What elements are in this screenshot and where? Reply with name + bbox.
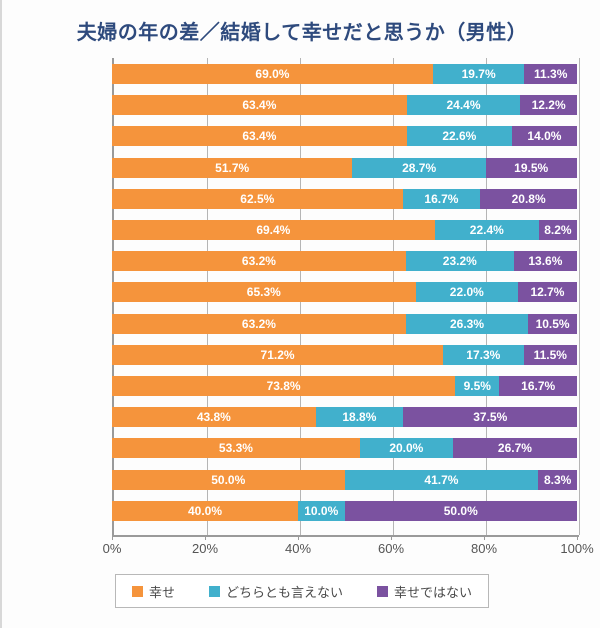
bar-segment-happy: 63.2% — [112, 313, 406, 334]
legend-label: 幸せ — [148, 584, 175, 600]
bar-row: 69.0% 19.7% 11.3% — [112, 64, 577, 84]
bar-segment-unhappy: 11.5% — [523, 344, 577, 365]
bar-segment-happy: 69.0% — [112, 64, 433, 84]
legend-item[interactable]: 幸せではない — [377, 582, 472, 601]
bar-segment-neutral: 24.4% — [406, 95, 521, 116]
legend-label: どちらとも言えない — [225, 584, 343, 600]
bar-segment-happy: 63.4% — [112, 95, 407, 116]
x-axis-line — [112, 535, 579, 537]
bar-row: 43.8% 18.8% 37.5% — [112, 407, 578, 428]
bar-segment-happy: 62.5% — [112, 188, 403, 209]
bar-segment-happy: 53.3% — [112, 438, 360, 459]
bar-segment-neutral: 41.7% — [344, 469, 539, 490]
chart-legend: 幸せ どちらとも言えない 幸せではない — [115, 574, 489, 608]
bar-segment-happy: 73.8% — [112, 376, 456, 396]
bar-segment-neutral: 26.3% — [405, 313, 529, 334]
bar-segment-unhappy: 13.6% — [513, 251, 577, 272]
legend-label: 幸せではない — [394, 584, 473, 600]
bar-row: 73.8% 9.5% 16.7% — [112, 376, 577, 396]
legend-swatch-icon — [208, 585, 220, 597]
bar-segment-happy: 51.7% — [112, 157, 353, 178]
bar-segment-happy: 71.2% — [112, 344, 444, 365]
bar-segment-neutral: 18.8% — [315, 407, 404, 428]
x-axis-tick-label: 80% — [470, 541, 498, 556]
bar-segment-neutral: 22.6% — [406, 126, 512, 147]
bar-segment-happy: 63.4% — [112, 126, 407, 147]
bar-row: 40.0% 10.0% 50.0% — [112, 500, 577, 521]
bar-segment-happy: 63.2% — [112, 251, 406, 272]
bar-segment-unhappy: 12.7% — [517, 282, 577, 303]
legend-item[interactable]: どちらとも言えない — [208, 582, 343, 601]
bar-segment-happy: 50.0% — [112, 469, 345, 490]
bar-segment-unhappy: 10.5% — [528, 313, 577, 334]
bar-row: 50.0% 41.7% 8.3% — [112, 469, 577, 490]
bar-segment-neutral: 17.3% — [443, 344, 524, 365]
bar-segment-unhappy: 26.7% — [452, 438, 577, 459]
bar-segment-unhappy: 11.3% — [524, 64, 577, 84]
x-axis-tick-label: 40% — [284, 541, 312, 556]
bar-segment-neutral: 22.0% — [415, 282, 518, 303]
bar-segment-unhappy: 8.3% — [538, 469, 577, 490]
bar-segment-unhappy: 8.2% — [538, 220, 577, 240]
bar-segment-happy: 65.3% — [112, 282, 416, 303]
legend-item[interactable]: 幸せ — [131, 582, 175, 601]
bar-segment-unhappy: 16.7% — [499, 376, 577, 396]
bar-segment-happy: 40.0% — [112, 500, 298, 521]
bar-segment-neutral: 16.7% — [402, 188, 481, 209]
bar-segment-happy: 43.8% — [112, 407, 316, 428]
bar-row: 63.4% 22.6% 14.0% — [112, 126, 577, 147]
bar-segment-neutral: 10.0% — [298, 500, 345, 521]
bar-row: 63.2% 23.2% 13.6% — [112, 251, 577, 272]
x-axis-tick-label: 20% — [191, 541, 219, 556]
bar-segment-unhappy: 19.5% — [485, 157, 577, 178]
x-axis-tick — [298, 535, 299, 540]
bar-segment-unhappy: 50.0% — [344, 500, 577, 521]
legend-swatch-icon — [131, 585, 143, 597]
bar-row: 53.3% 20.0% 26.7% — [112, 438, 577, 459]
bar-segment-unhappy: 20.8% — [480, 188, 577, 209]
bar-segment-neutral: 23.2% — [405, 251, 514, 272]
bar-segment-unhappy: 37.5% — [403, 407, 578, 428]
bar-row: 63.2% 26.3% 10.5% — [112, 313, 577, 334]
x-axis-tick-label: 100% — [560, 541, 594, 556]
bar-segment-unhappy: 12.2% — [520, 95, 577, 116]
bar-segment-neutral: 9.5% — [455, 376, 500, 396]
bar-row: 63.4% 24.4% 12.2% — [112, 95, 577, 116]
legend-swatch-icon — [377, 585, 388, 597]
x-axis-tick — [484, 535, 485, 540]
x-axis-tick — [205, 535, 206, 540]
gridline — [579, 58, 580, 535]
x-axis-tick — [112, 535, 113, 540]
bar-row: 65.3% 22.0% 12.7% — [112, 282, 577, 303]
bar-segment-neutral: 20.0% — [359, 438, 453, 459]
x-axis-tick-label: 0% — [102, 541, 122, 556]
bar-segment-neutral: 19.7% — [432, 64, 525, 84]
x-axis-tick-label: 60% — [377, 541, 405, 556]
bar-segment-unhappy: 14.0% — [511, 126, 577, 147]
bar-row: 71.2% 17.3% 11.5% — [112, 344, 577, 365]
bar-row: 69.4% 22.4% 8.2% — [112, 220, 577, 240]
x-axis-tick — [577, 535, 578, 540]
bar-segment-neutral: 28.7% — [352, 157, 486, 178]
page-title: 夫婦の年の差／結婚して幸せだと思うか（男性） — [76, 22, 528, 44]
x-axis-tick — [391, 535, 392, 540]
bar-row: 62.5% 16.7% 20.8% — [112, 188, 577, 209]
bar-segment-neutral: 22.4% — [434, 220, 539, 240]
bar-row: 51.7% 28.7% 19.5% — [112, 157, 577, 178]
bar-segment-happy: 69.4% — [112, 220, 435, 240]
